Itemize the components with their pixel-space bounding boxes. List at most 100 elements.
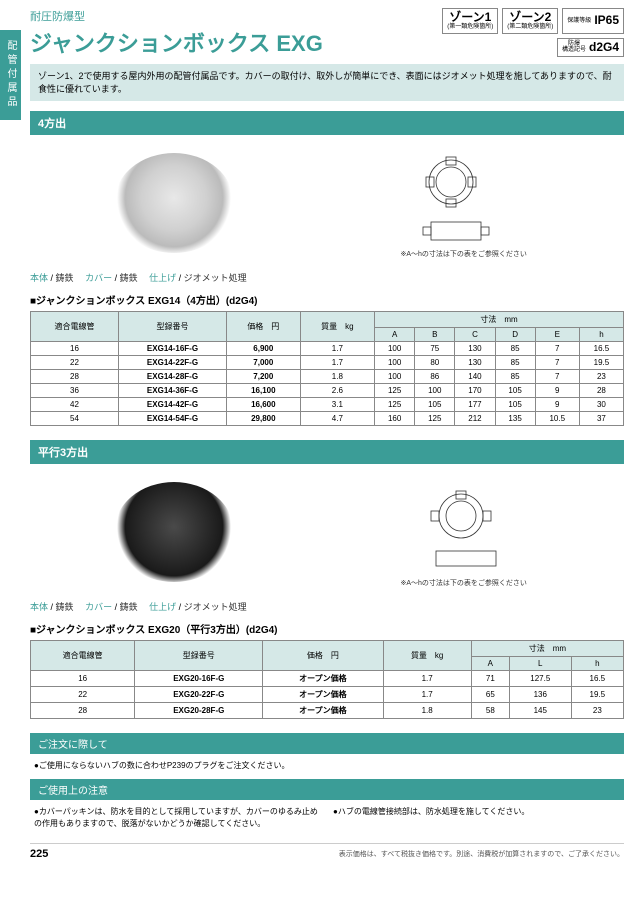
- cell-L: 145: [509, 703, 571, 719]
- ip-value: IP65: [594, 14, 619, 27]
- catalog-page: 配管付属品 耐圧防爆型 ジャンクションボックス EXG ゾーン1 (第一類危険箇…: [0, 0, 636, 868]
- cell-model: EXG20-22F-G: [135, 687, 263, 703]
- cell-price: 6,900: [227, 342, 301, 356]
- cell-conduit: 28: [31, 703, 135, 719]
- main-content: 耐圧防爆型 ジャンクションボックス EXG ゾーン1 (第一類危険箇所) ゾーン…: [22, 0, 636, 868]
- cell-D: 85: [495, 342, 535, 356]
- cell-E: 7: [535, 342, 579, 356]
- cell-h: 37: [579, 412, 623, 426]
- th2-weight: 質量 kg: [383, 641, 471, 671]
- cell-h: 23: [579, 370, 623, 384]
- th-D: D: [495, 328, 535, 342]
- usage-notice-title: ご使用上の注意: [30, 779, 624, 800]
- cell-B: 100: [415, 384, 455, 398]
- cell-h: 19.5: [571, 687, 623, 703]
- page-footer: 225 表示価格は、すべて税抜き価格です。別途、消費税が加算されますので、ご了承…: [30, 843, 624, 860]
- cell-model: EXG14-16F-G: [119, 342, 227, 356]
- spec-table-1: 適合電線管 型録番号 価格 円 質量 kg 寸法 mm A B C D E h …: [30, 311, 624, 426]
- cell-C: 140: [455, 370, 495, 384]
- cell-B: 125: [415, 412, 455, 426]
- cell-h: 16.5: [579, 342, 623, 356]
- cell-weight: 1.7: [300, 342, 374, 356]
- badge-row: ゾーン1 (第一類危険箇所) ゾーン2 (第二類危険箇所) 保護等級 IP65 …: [424, 8, 624, 57]
- cell-conduit: 16: [31, 671, 135, 687]
- material-line-1: 本体 / 鋳鉄 カバー / 鋳鉄 仕上げ / ジオメット処理: [30, 271, 624, 284]
- section2-heading: 平行3方出: [30, 440, 624, 464]
- cell-weight: 1.7: [383, 671, 471, 687]
- cell-price: 16,600: [227, 398, 301, 412]
- cell-model: EXG14-54F-G: [119, 412, 227, 426]
- header: 耐圧防爆型 ジャンクションボックス EXG ゾーン1 (第一類危険箇所) ゾーン…: [30, 8, 624, 58]
- product-photo-3way: [114, 482, 234, 582]
- cell-D: 135: [495, 412, 535, 426]
- cell-price: オープン価格: [263, 703, 383, 719]
- th2-h: h: [571, 657, 623, 671]
- mat-finish-val: ジオメット処理: [184, 273, 247, 283]
- table-row: 42EXG14-42F-G16,6003.1125105177105930: [31, 398, 624, 412]
- diagram-4way: ※A～hの寸法は下の表をご参照ください: [401, 147, 541, 259]
- table-row: 36EXG14-36F-G16,1002.6125100170105928: [31, 384, 624, 398]
- mat-finish-label-2: 仕上げ: [149, 602, 176, 612]
- table-row: 54EXG14-54F-G29,8004.716012521213510.537: [31, 412, 624, 426]
- section2-figures: ※A～hの寸法は下の表をご参照ください: [30, 472, 624, 592]
- th2-dims: 寸法 mm: [471, 641, 623, 657]
- zone2-sub: (第二類危険箇所): [507, 24, 553, 31]
- cell-model: EXG14-36F-G: [119, 384, 227, 398]
- zone2-label: ゾーン2: [507, 11, 553, 24]
- table-row: 22EXG20-22F-Gオープン価格1.76513619.5: [31, 687, 624, 703]
- mat-cover-val: 鋳鉄: [120, 273, 138, 283]
- diagram-svg: [401, 147, 541, 247]
- cell-B: 105: [415, 398, 455, 412]
- cell-C: 130: [455, 356, 495, 370]
- cell-h: 16.5: [571, 671, 623, 687]
- cell-weight: 1.7: [383, 687, 471, 703]
- mat-cover-val-2: 鋳鉄: [120, 602, 138, 612]
- table-row: 22EXG14-22F-G7,0001.71008013085719.5: [31, 356, 624, 370]
- section1-heading: 4方出: [30, 111, 624, 135]
- material-line-2: 本体 / 鋳鉄 カバー / 鋳鉄 仕上げ / ジオメット処理: [30, 600, 624, 613]
- cell-E: 10.5: [535, 412, 579, 426]
- cell-A: 160: [375, 412, 415, 426]
- th2-L: L: [509, 657, 571, 671]
- diagram-3way: ※A～hの寸法は下の表をご参照ください: [401, 476, 541, 588]
- mat-body-label-2: 本体: [30, 602, 48, 612]
- mat-cover-label-2: カバー: [85, 602, 112, 612]
- zone1-badge: ゾーン1 (第一類危険箇所): [442, 8, 498, 34]
- spec-table-2: 適合電線管 型録番号 価格 円 質量 kg 寸法 mm A L h 16EXG2…: [30, 640, 624, 719]
- th-weight: 質量 kg: [300, 312, 374, 342]
- cell-A: 125: [375, 384, 415, 398]
- cell-conduit: 36: [31, 384, 119, 398]
- cell-E: 9: [535, 384, 579, 398]
- cell-conduit: 22: [31, 687, 135, 703]
- zone1-sub: (第一類危険箇所): [447, 24, 493, 31]
- th-C: C: [455, 328, 495, 342]
- product-title: ジャンクションボックス EXG: [30, 26, 323, 58]
- cell-E: 7: [535, 356, 579, 370]
- mat-body-val-2: 鋳鉄: [56, 602, 74, 612]
- table2-title: ■ジャンクションボックス EXG20（平行3方出）(d2G4): [30, 621, 624, 636]
- description-bar: ゾーン1、2で使用する屋内外用の配管付属品です。カバーの取付け、取外しが簡単にで…: [30, 64, 624, 101]
- mat-cover-label: カバー: [85, 273, 112, 283]
- cell-C: 177: [455, 398, 495, 412]
- th2-model: 型録番号: [135, 641, 263, 671]
- section1-figures: ※A～hの寸法は下の表をご参照ください: [30, 143, 624, 263]
- cell-A: 71: [471, 671, 509, 687]
- ip-label: 保護等級: [567, 18, 591, 25]
- cell-A: 100: [375, 342, 415, 356]
- d2g4-badge: 防爆 構造記号 d2G4: [557, 38, 624, 57]
- cell-D: 105: [495, 384, 535, 398]
- page-number: 225: [30, 848, 48, 860]
- cell-price: 29,800: [227, 412, 301, 426]
- cell-weight: 2.6: [300, 384, 374, 398]
- title-block: 耐圧防爆型 ジャンクションボックス EXG: [30, 8, 323, 58]
- d2g4-value: d2G4: [589, 41, 619, 54]
- cell-weight: 1.8: [383, 703, 471, 719]
- cell-B: 80: [415, 356, 455, 370]
- diagram-note-1: ※A～hの寸法は下の表をご参照ください: [401, 249, 541, 259]
- th-conduit: 適合電線管: [31, 312, 119, 342]
- th-A: A: [375, 328, 415, 342]
- cell-E: 7: [535, 370, 579, 384]
- cell-weight: 3.1: [300, 398, 374, 412]
- th-price: 価格 円: [227, 312, 301, 342]
- cell-price: オープン価格: [263, 687, 383, 703]
